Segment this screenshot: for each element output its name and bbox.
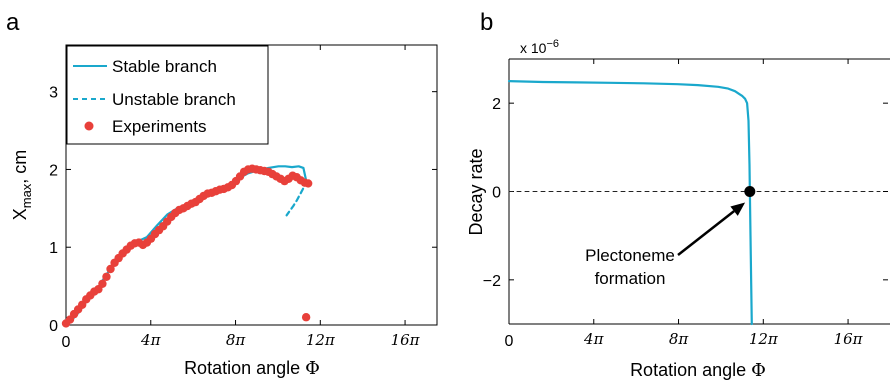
a-y-tick-label-3: 3 bbox=[49, 85, 58, 102]
a-y-tick-label-2: 2 bbox=[49, 162, 58, 179]
a-x-tick-label-3: 12π bbox=[306, 331, 336, 349]
panel-a-letter: a bbox=[6, 9, 20, 36]
annotation-line-1: Plectoneme bbox=[585, 246, 675, 265]
b-x-tick-label-4: 16π bbox=[834, 330, 864, 348]
panel-a-series bbox=[61, 164, 313, 328]
a-experiment-point-60 bbox=[303, 179, 313, 188]
b-y-tick-label-2: 2 bbox=[492, 96, 501, 113]
legend-experiments-swatch bbox=[84, 121, 94, 131]
a-y-tick-label-0: 0 bbox=[49, 318, 58, 335]
a-series-1-line bbox=[285, 179, 308, 217]
panel-a-y-axis-unit: , cm bbox=[10, 150, 30, 184]
a-x-tick-label-2: 8π bbox=[226, 331, 247, 349]
panel-b: b x 10−6 0 4π 8π 12π 16π −2 0 2 Rotation angle… bbox=[466, 9, 890, 381]
panel-b-annotation: Plectoneme formation bbox=[585, 202, 746, 288]
panel-a: a 0 4π 8π 12π 16π 0 1 2 3 Rotation angle Φ Xmax… bbox=[6, 9, 438, 379]
panel-b-x-axis-symbol: Φ bbox=[751, 360, 766, 381]
panel-a-x-tick-labels: 0 4π 8π 12π 16π bbox=[62, 331, 421, 351]
panel-a-y-axis-label: X bbox=[10, 208, 30, 220]
b-x-tick-label-1: 4π bbox=[583, 330, 605, 348]
annotation-arrow-head bbox=[730, 202, 746, 216]
a-experiment-point-10 bbox=[102, 272, 111, 281]
a-y-tick-label-1: 1 bbox=[49, 240, 58, 257]
panel-b-y-axis-title: Decay rate bbox=[466, 148, 486, 235]
a-x-tick-label-4: 16π bbox=[391, 331, 421, 349]
panel-a-axes-box bbox=[65, 44, 438, 326]
annotation-arrow-shaft bbox=[677, 210, 735, 256]
panel-b-y-multiplier-base: x 10 bbox=[520, 40, 547, 56]
panel-b-x-axis-title: Rotation angle Φ bbox=[630, 360, 766, 381]
a-x-tick-label-0: 0 bbox=[62, 334, 71, 351]
panel-b-y-multiplier: x 10−6 bbox=[520, 38, 559, 56]
legend-stable-label: Stable branch bbox=[112, 57, 217, 76]
panel-a-legend: Stable branch Unstable branch Experiment… bbox=[66, 45, 269, 145]
panel-b-letter: b bbox=[480, 9, 493, 36]
legend-experiments-label: Experiments bbox=[112, 117, 206, 136]
panel-a-y-axis-title: Xmax, cm bbox=[10, 150, 34, 221]
a-experiment-point-9 bbox=[98, 279, 107, 288]
b-series-0-line bbox=[507, 79, 753, 326]
annotation-line-2: formation bbox=[595, 269, 666, 288]
legend-unstable-label: Unstable branch bbox=[112, 90, 236, 109]
b-y-tick-label-1: 0 bbox=[492, 185, 501, 202]
a-series-0-line bbox=[64, 165, 308, 327]
panel-b-x-tick-labels: 0 4π 8π 12π 16π bbox=[505, 330, 864, 350]
a-experiment-point-11 bbox=[106, 264, 115, 274]
a-experiment-point-61 bbox=[301, 313, 311, 322]
plectoneme-point bbox=[744, 186, 756, 197]
b-x-tick-label-3: 12π bbox=[749, 330, 779, 348]
panel-a-x-axis-symbol: Φ bbox=[305, 358, 320, 379]
b-x-tick-label-0: 0 bbox=[505, 333, 514, 350]
b-x-tick-label-2: 8π bbox=[669, 330, 690, 348]
legend-box bbox=[66, 45, 269, 145]
panel-b-x-axis-label: Rotation angle bbox=[630, 360, 746, 380]
panel-a-x-axis-label: Rotation angle bbox=[184, 358, 300, 378]
panel-b-y-multiplier-exponent: −6 bbox=[546, 38, 559, 50]
panel-a-x-axis-title: Rotation angle Φ bbox=[184, 358, 320, 379]
panel-b-y-tick-labels: −2 0 2 bbox=[483, 96, 501, 290]
panel-a-y-tick-labels: 0 1 2 3 bbox=[49, 85, 58, 335]
panel-b-series bbox=[507, 79, 881, 326]
b-y-tick-label-0: −2 bbox=[483, 273, 501, 290]
a-x-tick-label-1: 4π bbox=[140, 331, 162, 349]
panel-a-y-axis-subscript: max bbox=[19, 183, 34, 208]
